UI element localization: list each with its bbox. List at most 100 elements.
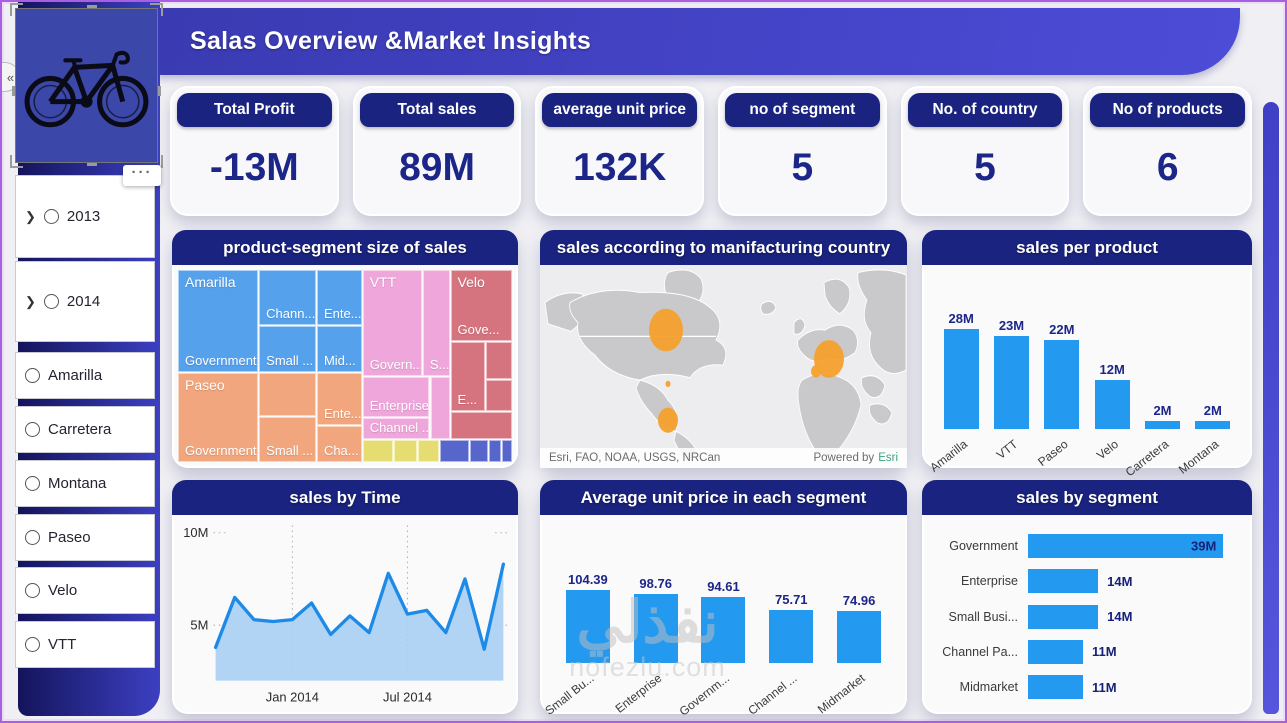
year-slicer-2013[interactable]: ❯ 2013 [15,175,155,258]
selection-handle[interactable] [10,155,23,168]
treemap-visual-card[interactable]: product-segment size of sales Amarilla Go… [172,230,518,468]
treemap-cell-velo[interactable] [486,379,512,412]
treemap-cell-vtt[interactable]: Channel ... [362,417,430,439]
bar-column[interactable]: 28M Amarilla [927,311,979,475]
treemap-cell-vtt[interactable]: VTT Govern... [362,270,422,376]
treemap-cell-amarilla[interactable]: Ente... [316,270,362,325]
kpi-card-total-sales[interactable]: Total sales 89M [352,86,522,216]
bar-column[interactable]: 104.39 Small Bu... [542,551,610,718]
selection-handle[interactable] [10,3,23,16]
sales-by-time-card[interactable]: sales by Time Jan 2014 Jul 2014 5M 10M [172,480,518,714]
treemap-cell-amarilla[interactable]: Chann... [259,270,316,325]
treemap-cell-paseo[interactable]: Ente... [316,372,362,425]
hbar-row[interactable]: Channel Pa... 11M [932,639,1238,665]
area-chart[interactable]: Jan 2014 Jul 2014 5M 10M [172,515,518,714]
year-slicer-2014[interactable]: ❯ 2014 [15,261,155,342]
map-bubble-mexico[interactable] [658,407,678,433]
map-bubble-canada[interactable] [649,309,683,352]
kpi-card-total-profit[interactable]: Total Profit -13M [170,86,339,216]
treemap-cell-paseo[interactable]: Cha... [316,425,362,462]
hbar-row[interactable]: Government 39M [932,533,1238,559]
map-bubble-germany[interactable] [814,340,844,378]
kpi-card-no-of-country[interactable]: No. of country 5 [900,86,1070,216]
radio-icon[interactable] [43,209,59,224]
hbar[interactable] [1028,639,1084,664]
bar[interactable] [1094,380,1130,430]
sales-per-product-card[interactable]: sales per product 28M Amarilla 23M VTT 22M Pa… [922,230,1252,479]
treemap-cell-montana[interactable] [362,439,393,462]
chevron-right-icon[interactable]: ❯ [25,208,36,224]
bar[interactable] [565,590,610,664]
treemap-cell-velo[interactable] [450,412,512,439]
radio-icon[interactable] [43,294,59,309]
hbar-row[interactable]: Midmarket 11M [932,674,1238,700]
bar[interactable] [1044,339,1080,430]
selection-handle[interactable] [12,85,15,96]
bar[interactable] [1195,421,1231,430]
treemap-cell-carretera[interactable] [488,439,501,462]
selection-handle[interactable] [150,3,163,16]
product-slicer-velo[interactable]: Velo [15,567,155,614]
map-visual-card[interactable]: sales according to manifacturing country [540,230,907,468]
bar[interactable] [1144,421,1180,430]
avg-unit-price-card[interactable]: Average unit price in each segment 104.3… [540,480,907,719]
hbar[interactable] [1028,569,1099,594]
chevron-right-icon[interactable]: ❯ [25,293,36,309]
treemap-cell-velo[interactable]: E... [450,342,486,412]
treemap-cell-carretera[interactable] [501,439,512,462]
bar-column[interactable]: 2M Carretera [1123,311,1180,479]
sales-by-segment-card[interactable]: sales by segment Government 39M Enterprise… [922,480,1252,714]
radio-icon[interactable] [25,583,40,598]
bike-image[interactable] [10,3,163,168]
radio-icon[interactable] [25,476,40,491]
selection-handle[interactable] [158,85,161,96]
hbar[interactable] [1028,604,1099,629]
treemap-cell-amarilla[interactable]: Small ... [259,325,316,372]
selection-handle[interactable] [86,5,97,8]
bar[interactable] [943,329,979,430]
bar-column[interactable]: 2M Montana [1176,311,1231,477]
bar[interactable] [769,610,814,664]
treemap-cell-amarilla[interactable]: Amarilla Government [178,270,259,372]
bar[interactable] [633,594,678,664]
treemap-cell-carretera[interactable] [439,439,469,462]
radio-icon[interactable] [25,368,40,383]
bar-column[interactable]: 22M Paseo [1035,311,1080,469]
radio-icon[interactable] [25,422,40,437]
kpi-card-no-of-products[interactable]: No of products 6 [1083,86,1253,216]
treemap-cell-montana[interactable] [393,439,418,462]
bar-column[interactable]: 74.96 Midmarket [815,551,882,717]
hbar-row[interactable]: Small Busi... 14M [932,604,1238,630]
bar[interactable] [993,335,1029,430]
treemap-cell-vtt[interactable] [430,376,450,439]
treemap-cell-carretera[interactable] [469,439,488,462]
product-slicer-paseo[interactable]: Paseo [15,514,155,561]
treemap-cell-vtt[interactable]: Enterprise [362,376,430,417]
treemap-cell-paseo[interactable]: Paseo Government [178,372,259,462]
treemap-cell-montana[interactable] [418,439,439,462]
product-slicer-montana[interactable]: Montana [15,460,155,507]
bar-column[interactable]: 94.61 Governm... [677,551,746,719]
bar-column[interactable]: 98.76 Enterprise [613,551,678,716]
bar[interactable] [701,597,746,664]
treemap-cell-paseo[interactable]: Small ... [259,416,316,462]
map-bubble-france[interactable] [811,365,821,378]
treemap-cell-amarilla[interactable]: Mid... [316,325,362,372]
treemap-cell-velo[interactable] [486,342,512,379]
hbar-row[interactable]: Enterprise 14M [932,568,1238,594]
more-options-button[interactable]: ··· [123,165,161,186]
hbar[interactable]: 39M [1028,534,1224,559]
treemap-cell-vtt[interactable]: S... [422,270,450,376]
bar-column[interactable]: 12M Velo [1094,311,1130,463]
radio-icon[interactable] [25,637,40,652]
bar[interactable] [837,610,882,664]
world-map[interactable] [540,265,907,468]
esri-link[interactable]: Esri [878,452,898,464]
kpi-card-no-of-segment[interactable]: no of segment 5 [718,86,887,216]
radio-icon[interactable] [25,530,40,545]
product-slicer-carretera[interactable]: Carretera [15,406,155,453]
bar-column[interactable]: 23M VTT [993,311,1029,462]
selection-handle[interactable] [86,163,97,166]
bar-column[interactable]: 75.71 Channel ... [746,551,814,718]
map-bubble-united-states[interactable] [665,381,671,388]
